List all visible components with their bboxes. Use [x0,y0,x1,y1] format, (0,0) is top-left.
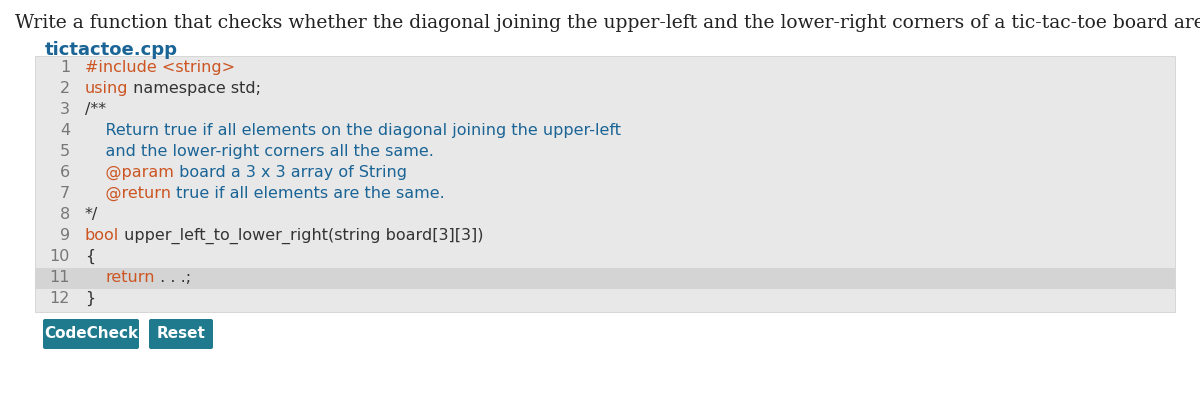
Text: }: } [85,291,95,306]
Text: upper_left_to_lower_right(string board[3][3]): upper_left_to_lower_right(string board[3… [119,227,484,244]
Text: 1: 1 [60,60,70,75]
Text: /**: /** [85,102,106,117]
Text: and the lower-right corners all the same.: and the lower-right corners all the same… [85,144,434,159]
Text: 12: 12 [49,291,70,306]
Text: 9: 9 [60,228,70,243]
Text: . . .;: . . .; [155,270,191,285]
Text: 6: 6 [60,165,70,180]
Text: 7: 7 [60,186,70,201]
Text: true if all elements are the same.: true if all elements are the same. [172,186,445,201]
Text: return: return [106,270,155,285]
Text: 8: 8 [60,207,70,222]
Text: 4: 4 [60,123,70,138]
Text: */: */ [85,207,98,222]
Text: #include <string>: #include <string> [85,60,235,75]
Text: 2: 2 [60,81,70,96]
Text: Return true if all elements on the diagonal joining the upper-left: Return true if all elements on the diago… [85,123,622,138]
FancyBboxPatch shape [149,319,214,349]
Text: 3: 3 [60,102,70,117]
Text: 11: 11 [49,270,70,285]
Text: 10: 10 [49,249,70,264]
FancyBboxPatch shape [35,56,1175,312]
Text: board a 3 x 3 array of String: board a 3 x 3 array of String [174,165,407,180]
Text: bool: bool [85,228,119,243]
Text: using: using [85,81,128,96]
Text: 5: 5 [60,144,70,159]
Text: CodeCheck: CodeCheck [44,326,138,341]
Text: @return: @return [85,186,172,201]
Text: Reset: Reset [156,326,205,341]
Text: @param: @param [85,165,174,180]
Text: namespace std;: namespace std; [128,81,262,96]
FancyBboxPatch shape [43,319,139,349]
Text: Write a function that checks whether the diagonal joining the upper-left and the: Write a function that checks whether the… [14,14,1200,32]
Text: tictactoe.cpp: tictactoe.cpp [46,41,178,59]
FancyBboxPatch shape [35,268,1175,289]
Text: {: { [85,249,95,264]
